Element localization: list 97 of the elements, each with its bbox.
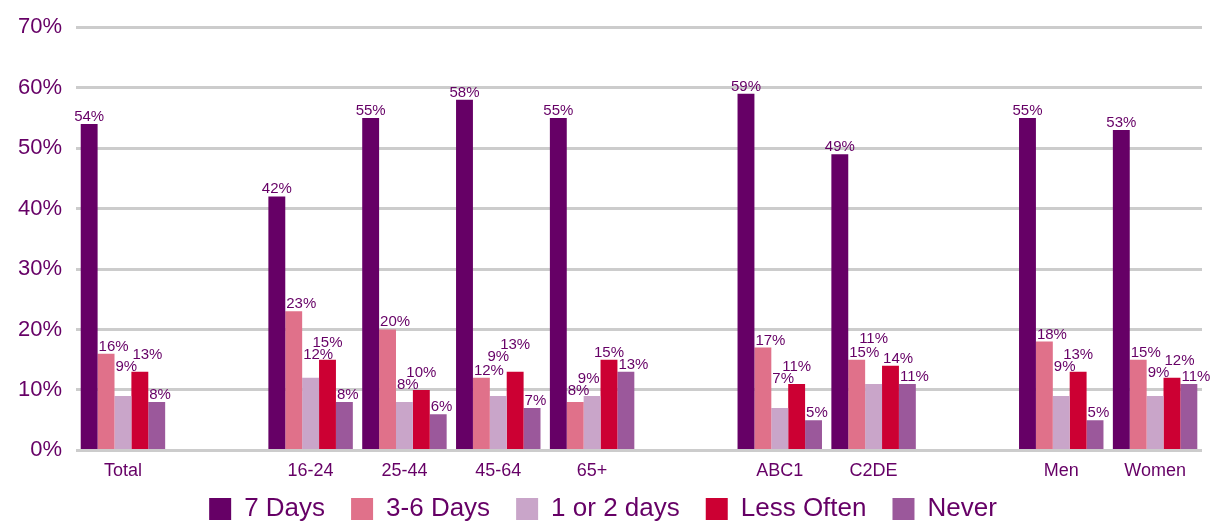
bar (1163, 377, 1181, 449)
bar (1112, 129, 1130, 449)
bar (489, 395, 507, 449)
bar (1069, 371, 1087, 449)
data-label: 13% (132, 344, 163, 362)
bar (1035, 341, 1053, 449)
bar (898, 383, 916, 449)
data-label: 53% (1106, 112, 1137, 130)
bar (1146, 395, 1164, 449)
bar (285, 311, 303, 449)
bar (302, 377, 320, 449)
bar (617, 371, 635, 449)
y-tick-label: 40% (17, 194, 63, 220)
data-label: 55% (543, 100, 574, 118)
data-label: 5% (806, 403, 828, 421)
bar (754, 347, 772, 449)
bar (523, 408, 541, 449)
legend-label: 3-6 Days (386, 492, 491, 523)
bar (549, 117, 567, 449)
bar (506, 371, 524, 449)
y-tick-label: 30% (17, 255, 63, 281)
bar (319, 359, 336, 449)
bar (788, 383, 806, 449)
bar (1019, 117, 1036, 449)
data-label: 42% (261, 179, 292, 197)
data-label: 12% (1164, 350, 1195, 368)
bar (396, 402, 413, 449)
bar (805, 420, 822, 449)
x-tick-label: 25-44 (381, 460, 428, 481)
bar (1180, 383, 1198, 449)
bar (865, 383, 883, 449)
x-tick-label: C2DE (849, 460, 898, 481)
legend-label: 7 Days (244, 492, 326, 523)
bar (335, 402, 353, 449)
bar (379, 329, 396, 449)
bar (429, 414, 447, 449)
x-tick-label: Women (1124, 460, 1186, 481)
bar (114, 395, 132, 449)
bar (362, 117, 380, 449)
x-tick-label: 65+ (576, 460, 608, 481)
data-label: 8% (149, 385, 171, 403)
bar (566, 402, 584, 449)
data-label: 11% (899, 366, 929, 384)
data-label: 20% (380, 312, 411, 330)
x-tick-label: 45-64 (475, 460, 522, 481)
data-label: 5% (1087, 403, 1110, 421)
data-label: 59% (730, 76, 761, 94)
data-label: 54% (74, 106, 105, 124)
bar (600, 359, 618, 449)
legend-label: 1 or 2 days (551, 492, 680, 523)
y-tick-label: 50% (17, 134, 63, 160)
bar (771, 408, 789, 449)
bar (80, 123, 98, 449)
data-label: 17% (755, 330, 786, 348)
data-label: 49% (824, 137, 855, 155)
data-label: 8% (336, 385, 359, 403)
data-label: 6% (430, 397, 453, 415)
bar (412, 389, 430, 449)
data-label: 16% (98, 336, 129, 354)
x-tick-label: ABC1 (756, 460, 804, 481)
data-label: 18% (1036, 324, 1067, 342)
bar (1086, 420, 1104, 449)
data-label: 23% (286, 294, 317, 312)
bar (882, 365, 899, 449)
data-label: 11% (782, 356, 812, 374)
data-label: 55% (1012, 100, 1043, 118)
bar (97, 353, 115, 449)
legend-label: Less Often (740, 492, 867, 523)
y-tick-label: 0% (30, 436, 63, 462)
y-tick-label: 60% (17, 73, 63, 99)
data-label: 14% (883, 348, 914, 366)
x-tick-label: Men (1043, 460, 1079, 481)
data-label: 11% (1181, 366, 1211, 384)
x-tick-label: Total (103, 460, 142, 481)
data-label: 58% (449, 82, 480, 100)
bar (848, 359, 866, 449)
bar (472, 377, 490, 449)
y-tick-label: 10% (17, 376, 63, 402)
data-label: 55% (355, 100, 386, 118)
data-label: 9% (577, 368, 600, 386)
data-label: 10% (406, 362, 437, 380)
data-label: 15% (1130, 342, 1161, 360)
bar (148, 402, 166, 449)
bar (831, 154, 849, 449)
bar (268, 196, 286, 449)
bar (131, 371, 149, 449)
y-tick-label: 70% (17, 13, 63, 39)
bar (1052, 395, 1070, 449)
bar (1129, 359, 1147, 449)
data-label: 7% (524, 391, 547, 409)
bar (583, 395, 601, 449)
legend-label: Never (927, 492, 998, 523)
x-tick-label: 16-24 (287, 460, 334, 481)
data-label: 12% (473, 360, 504, 378)
bar (456, 99, 473, 449)
bar (737, 93, 755, 449)
y-tick-label: 20% (17, 315, 63, 341)
